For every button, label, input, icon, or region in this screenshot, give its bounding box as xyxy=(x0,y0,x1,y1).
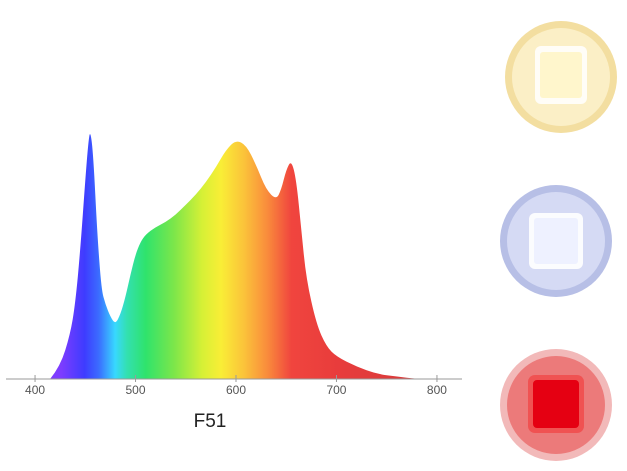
led-chip-core xyxy=(534,218,578,264)
spectrum-area xyxy=(50,134,432,379)
led-cool-white xyxy=(497,182,615,300)
x-tick-label-500: 500 xyxy=(126,383,146,397)
x-tick-label-600: 600 xyxy=(226,383,246,397)
led-warm-white xyxy=(502,18,620,136)
x-axis-ticks: 400 500 600 700 800 xyxy=(25,375,447,397)
led-chip-core xyxy=(533,380,579,428)
spectrum-chart: 400 500 600 700 800 xyxy=(6,134,462,397)
x-tick-label-800: 800 xyxy=(427,383,447,397)
chart-caption: F51 xyxy=(193,411,227,432)
led-red xyxy=(497,346,615,464)
x-tick-label-700: 700 xyxy=(326,383,346,397)
x-tick-label-400: 400 xyxy=(25,383,45,397)
led-chip-core xyxy=(540,52,582,98)
